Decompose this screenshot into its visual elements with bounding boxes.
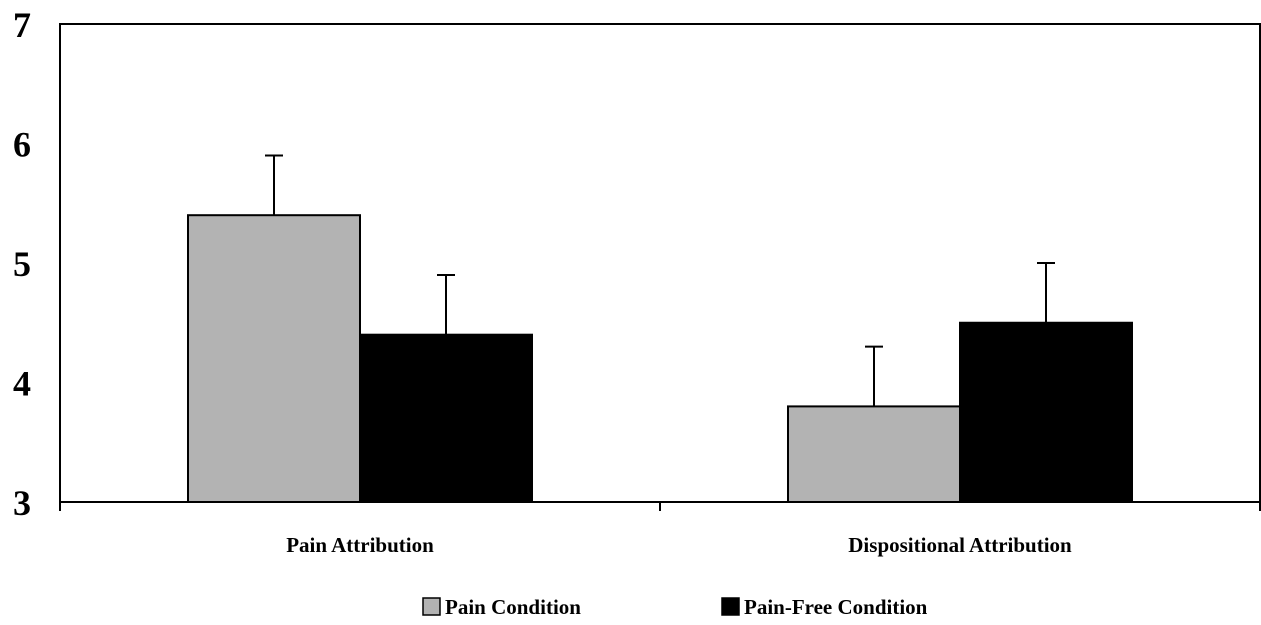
- legend-label: Pain-Free Condition: [744, 595, 928, 619]
- legend-label: Pain Condition: [445, 595, 581, 619]
- bars: [187, 214, 1133, 504]
- y-tick-label: 4: [13, 364, 31, 404]
- category-label: Pain Attribution: [286, 533, 434, 557]
- bar-0-0: [187, 214, 361, 503]
- bar-0-1: [787, 405, 961, 503]
- y-tick-label: 3: [13, 483, 31, 523]
- error-bars: [265, 154, 1055, 407]
- category-labels: Pain Attribution Dispositional Attributio…: [286, 533, 1072, 557]
- bar-1-1: [959, 321, 1133, 503]
- y-tick-label: 7: [13, 5, 31, 45]
- y-tick-label: 5: [13, 244, 31, 284]
- bar-1-0: [359, 333, 533, 504]
- y-axis: 3 4 5 6 7: [13, 5, 31, 523]
- x-axis: [59, 502, 1261, 511]
- legend-swatch: [422, 597, 441, 616]
- legend-swatch: [721, 597, 740, 616]
- y-tick-label: 6: [13, 125, 31, 165]
- legend: Pain Condition Pain-Free Condition: [422, 595, 928, 619]
- category-label: Dispositional Attribution: [848, 533, 1072, 557]
